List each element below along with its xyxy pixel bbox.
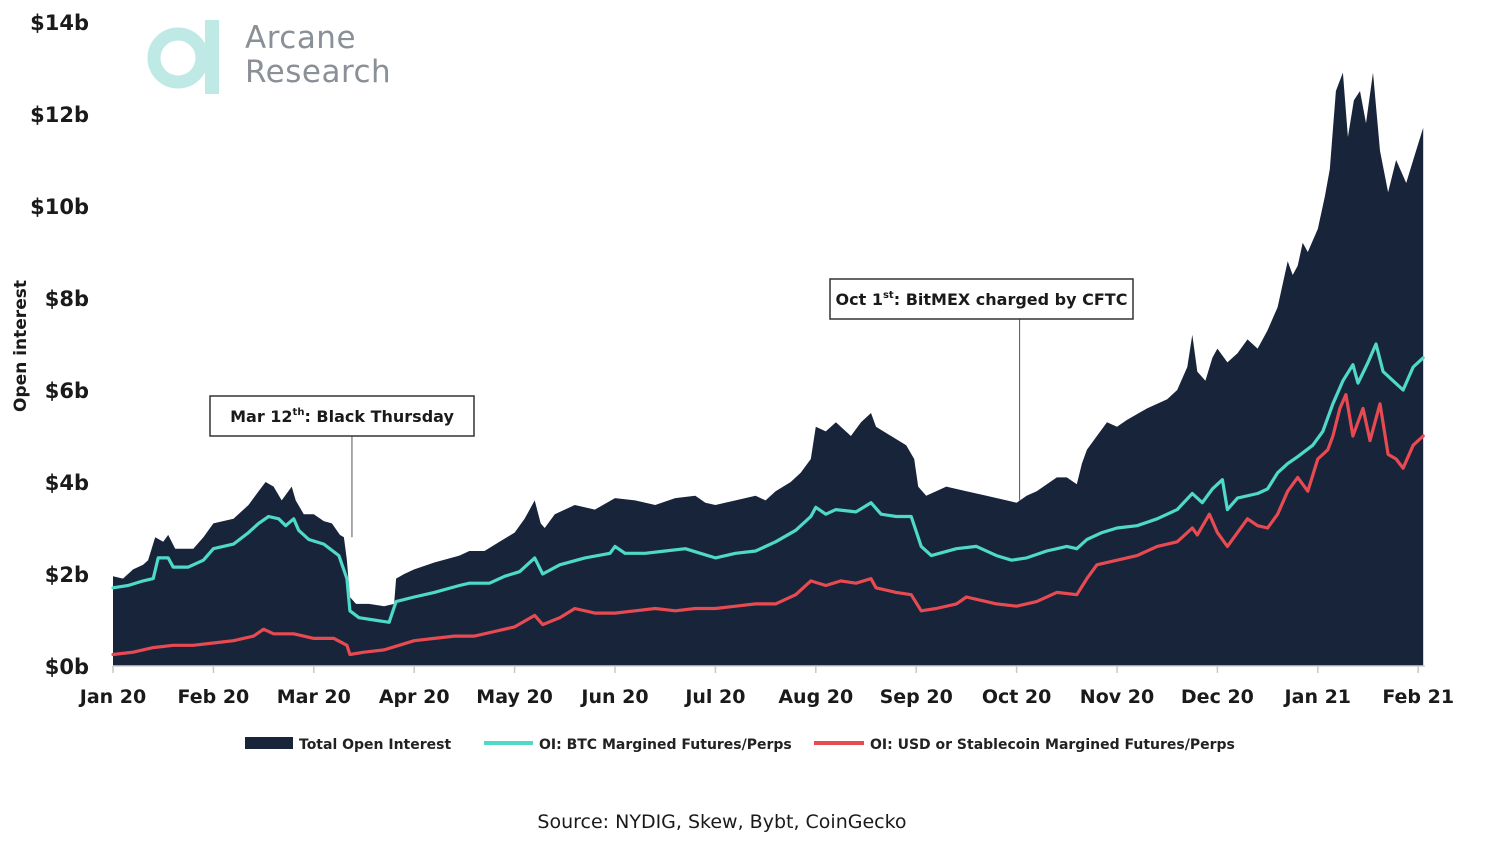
legend: Total Open Interest OI: BTC Margined Fut… bbox=[245, 737, 1235, 753]
y-axis-title: Open interest bbox=[11, 280, 31, 412]
legend-swatch-total bbox=[245, 737, 293, 749]
legend-label-usd: OI: USD or Stablecoin Margined Futures/P… bbox=[870, 737, 1235, 753]
legend-item-usd: OI: USD or Stablecoin Margined Futures/P… bbox=[814, 737, 1235, 753]
logo-text-line2: Research bbox=[245, 54, 391, 90]
x-tick-label: Jun 20 bbox=[579, 686, 648, 708]
x-tick-label: Feb 20 bbox=[178, 686, 250, 708]
annotation-1: Mar 12th: Black Thursday bbox=[209, 395, 475, 538]
logo-text-line1: Arcane bbox=[245, 20, 356, 56]
x-tick-label: Sep 20 bbox=[880, 686, 953, 708]
annotation-2: Oct 1st: BitMEX charged by CFTC bbox=[829, 278, 1134, 501]
x-tick-label: Oct 20 bbox=[982, 686, 1052, 708]
series-area-total-open-interest bbox=[113, 72, 1424, 667]
y-tick-label: $4b bbox=[45, 471, 89, 495]
x-tick-label: Mar 20 bbox=[277, 686, 351, 708]
x-tick-label: Nov 20 bbox=[1080, 686, 1154, 708]
arcane-logo-mark-icon bbox=[147, 20, 219, 94]
x-tick-label: Jan 20 bbox=[78, 686, 146, 708]
y-tick-label: $14b bbox=[30, 11, 89, 35]
arcane-research-logo: Arcane Research bbox=[147, 20, 391, 94]
annotations: Mar 12th: Black Thursday Oct 1st: BitMEX … bbox=[209, 278, 1134, 538]
annotation-box bbox=[829, 278, 1134, 320]
legend-label-total: Total Open Interest bbox=[299, 737, 451, 753]
x-tick-label: May 20 bbox=[476, 686, 553, 708]
y-tick-label: $12b bbox=[30, 103, 89, 127]
annotation-label: Oct 1st: BitMEX charged by CFTC bbox=[836, 290, 1128, 309]
x-tick-label: Feb 21 bbox=[1382, 686, 1454, 708]
legend-label-btc: OI: BTC Margined Futures/Perps bbox=[539, 737, 792, 753]
series-line-btc-margined bbox=[111, 342, 1425, 624]
legend-item-btc: OI: BTC Margined Futures/Perps bbox=[484, 737, 792, 753]
x-tick-label: Dec 20 bbox=[1181, 686, 1254, 708]
annotation-box bbox=[209, 395, 475, 437]
series-line-usd-margined bbox=[111, 393, 1425, 657]
y-tick-label: $6b bbox=[45, 379, 89, 403]
y-axis-ticks: $0b $2b $4b $6b $8b $10b $12b $14b bbox=[30, 11, 89, 679]
legend-item-total: Total Open Interest bbox=[245, 737, 451, 753]
x-tick-label: Jul 20 bbox=[683, 686, 745, 708]
y-tick-label: $10b bbox=[30, 195, 89, 219]
source-note: Source: NYDIG, Skew, Bybt, CoinGecko bbox=[537, 811, 906, 833]
y-tick-label: $2b bbox=[45, 563, 89, 587]
annotation-label: Mar 12th: Black Thursday bbox=[230, 407, 454, 426]
x-axis-ticks: Jan 20 Feb 20 Mar 20 Apr 20 May 20 Jun 20 Jul … bbox=[78, 666, 1454, 708]
x-tick-label: Jan 21 bbox=[1283, 686, 1351, 708]
x-tick-label: Apr 20 bbox=[379, 686, 450, 708]
y-tick-label: $0b bbox=[45, 655, 89, 679]
x-tick-label: Aug 20 bbox=[778, 686, 853, 708]
y-tick-label: $8b bbox=[45, 287, 89, 311]
series-layer bbox=[111, 72, 1425, 667]
